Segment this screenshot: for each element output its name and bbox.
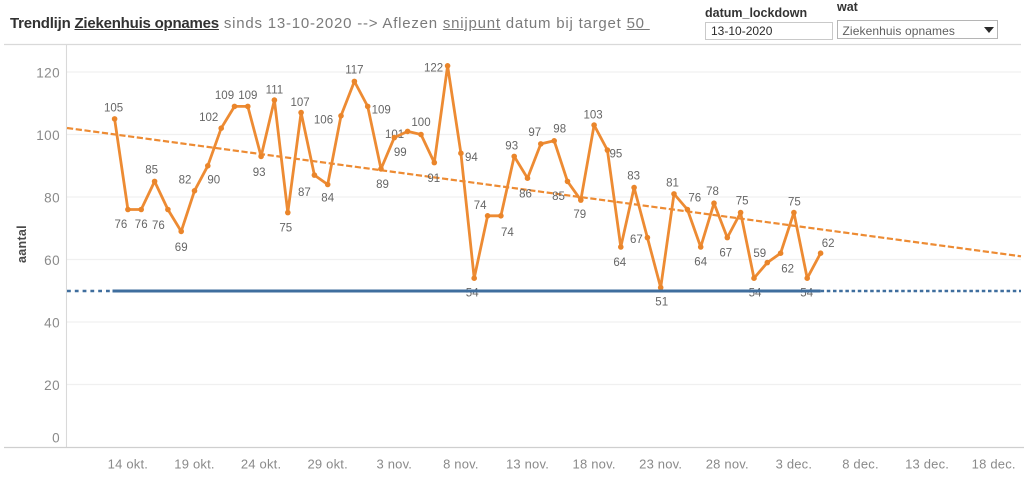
svg-text:87: 87: [298, 187, 311, 199]
svg-text:3 dec.: 3 dec.: [776, 457, 813, 472]
svg-text:76: 76: [688, 193, 701, 205]
svg-text:aantal: aantal: [15, 225, 29, 263]
svg-text:85: 85: [145, 165, 158, 177]
svg-text:99: 99: [394, 147, 407, 159]
svg-text:60: 60: [44, 253, 60, 268]
svg-text:84: 84: [321, 193, 334, 205]
svg-text:13 dec.: 13 dec.: [905, 457, 949, 472]
svg-text:28 nov.: 28 nov.: [706, 457, 749, 472]
svg-text:23 nov.: 23 nov.: [639, 457, 682, 472]
svg-text:75: 75: [736, 195, 749, 207]
svg-text:67: 67: [630, 234, 643, 246]
svg-text:100: 100: [36, 128, 60, 143]
svg-text:83: 83: [627, 170, 640, 182]
svg-text:100: 100: [411, 117, 430, 129]
svg-text:89: 89: [376, 179, 389, 191]
svg-text:91: 91: [427, 173, 440, 185]
svg-text:109: 109: [215, 90, 234, 102]
svg-text:69: 69: [175, 242, 188, 254]
svg-text:93: 93: [253, 167, 266, 179]
svg-text:54: 54: [466, 287, 479, 299]
svg-text:0: 0: [52, 431, 60, 446]
svg-text:117: 117: [345, 65, 363, 77]
svg-text:54: 54: [749, 287, 762, 299]
svg-text:122: 122: [424, 63, 443, 75]
svg-text:64: 64: [613, 257, 626, 269]
svg-text:78: 78: [706, 186, 719, 198]
svg-text:20: 20: [44, 378, 60, 393]
svg-text:80: 80: [44, 191, 60, 206]
svg-text:19 okt.: 19 okt.: [174, 457, 214, 472]
svg-text:51: 51: [655, 296, 668, 308]
svg-text:102: 102: [199, 112, 218, 124]
svg-text:64: 64: [694, 257, 707, 269]
svg-text:85: 85: [552, 191, 565, 203]
svg-text:105: 105: [104, 103, 123, 115]
svg-text:79: 79: [573, 209, 586, 221]
svg-text:109: 109: [238, 90, 257, 102]
svg-text:74: 74: [501, 227, 514, 239]
svg-text:86: 86: [519, 188, 532, 200]
svg-text:75: 75: [788, 196, 801, 208]
svg-text:3 nov.: 3 nov.: [376, 457, 412, 472]
svg-text:93: 93: [505, 141, 518, 153]
svg-text:106: 106: [314, 115, 333, 127]
svg-text:90: 90: [207, 174, 220, 186]
svg-text:14 okt.: 14 okt.: [108, 457, 148, 472]
svg-text:18 dec.: 18 dec.: [972, 457, 1016, 472]
svg-text:111: 111: [266, 84, 283, 96]
svg-text:76: 76: [115, 219, 128, 231]
svg-text:82: 82: [179, 174, 192, 186]
svg-text:18 nov.: 18 nov.: [573, 457, 616, 472]
svg-text:67: 67: [719, 247, 732, 259]
svg-text:76: 76: [135, 219, 148, 231]
svg-text:109: 109: [372, 104, 391, 116]
svg-text:76: 76: [152, 220, 165, 232]
svg-text:95: 95: [610, 148, 623, 160]
svg-text:29 okt.: 29 okt.: [307, 457, 347, 472]
svg-text:59: 59: [753, 248, 766, 260]
svg-text:120: 120: [36, 66, 60, 81]
svg-text:62: 62: [822, 238, 835, 250]
svg-text:8 nov.: 8 nov.: [443, 457, 479, 472]
svg-text:94: 94: [465, 152, 478, 164]
svg-text:40: 40: [44, 316, 60, 331]
svg-text:81: 81: [666, 178, 679, 190]
svg-text:62: 62: [781, 263, 794, 275]
svg-text:74: 74: [474, 200, 487, 212]
svg-text:107: 107: [291, 97, 310, 109]
svg-text:75: 75: [279, 222, 292, 234]
svg-text:103: 103: [584, 109, 603, 121]
svg-text:13 nov.: 13 nov.: [506, 457, 549, 472]
svg-text:54: 54: [800, 287, 813, 299]
svg-text:97: 97: [528, 127, 541, 139]
svg-text:24 okt.: 24 okt.: [241, 457, 281, 472]
svg-text:8 dec.: 8 dec.: [842, 457, 879, 472]
svg-text:98: 98: [553, 123, 566, 135]
